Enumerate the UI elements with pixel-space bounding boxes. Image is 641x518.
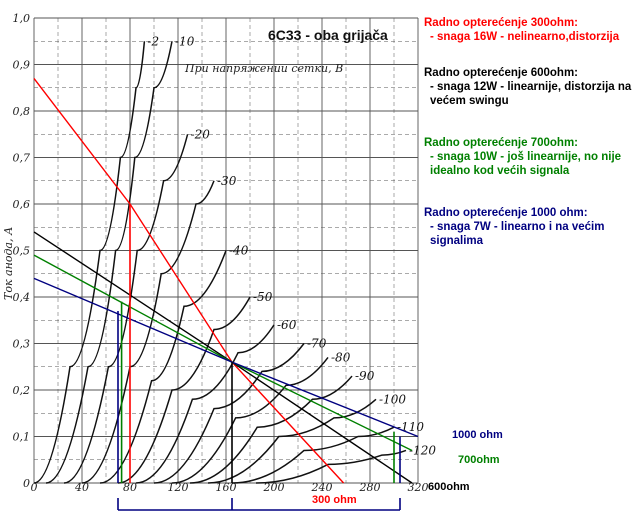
grid-curve xyxy=(189,375,353,484)
curve-label: -100 xyxy=(379,392,406,406)
y-tick-label: 0,4 xyxy=(13,291,31,304)
y-tick-label: 0,7 xyxy=(13,152,31,165)
note-heading: Radno opterećenje 300ohm: xyxy=(424,17,579,29)
grid-curve xyxy=(255,449,407,484)
note-block: Radno opterećenje 700ohm: - snaga 10W - j… xyxy=(424,136,636,178)
y-tick-label: 0,3 xyxy=(13,338,31,351)
x-tick-label: 80 xyxy=(123,481,137,494)
series-label: 600ohm xyxy=(428,481,470,493)
grid-curve xyxy=(135,324,275,484)
note-block: Radno opterećenje 600ohm: - snaga 12W - l… xyxy=(424,66,636,108)
y-tick-label: 0,6 xyxy=(13,198,31,211)
curve-label: -90 xyxy=(355,369,375,383)
vertical-markers xyxy=(117,204,401,511)
note-body: - snaga 7W - linearno i na većim signali… xyxy=(430,221,605,247)
note-body: - snaga 10W - još linearnije, no nije id… xyxy=(430,151,622,177)
chart-subtitle: При напряжении сетки, В xyxy=(184,62,343,75)
note-heading: Radno opterećenje 600ohm: xyxy=(424,67,579,79)
grid-curve xyxy=(171,356,329,484)
curve-labels: -2 -10 -20 -30 -40 -50 -60 -70 -80 -90 -100 -110 -12… xyxy=(147,34,436,457)
x-tick-label: 160 xyxy=(216,481,237,494)
note-body: - snaga 12W - linearnije, distorzija na … xyxy=(430,81,632,107)
curve-label: -60 xyxy=(277,318,297,332)
y-axis-label: Ток анода, А xyxy=(2,227,15,300)
note-heading: Radno opterećenje 700ohm: xyxy=(424,137,579,149)
tick-labels: 0 40 80 120 160 200 240 280 320 0 0,1 0,2 0,3 0,4 0,5 0… xyxy=(13,12,429,494)
grid-curve xyxy=(33,41,146,484)
grid-curve xyxy=(231,426,395,484)
curve-label: -10 xyxy=(175,34,195,48)
curve-label: -2 xyxy=(147,34,159,48)
x-tick-label: 320 xyxy=(408,481,429,494)
series-label: 300 ohm xyxy=(312,494,357,506)
note-body: - snaga 16W - nelinearno,distorzija xyxy=(430,31,620,43)
series-label: 1000 ohm xyxy=(452,429,503,441)
curve-label: -50 xyxy=(253,290,273,304)
x-tick-label: 120 xyxy=(168,481,189,494)
curve-label: -80 xyxy=(331,350,351,364)
grid-curves xyxy=(33,41,407,484)
grid-curve xyxy=(153,343,305,484)
series-labels: 300 ohm 600ohm 700ohm 1000 ohm xyxy=(312,429,503,506)
note-block: Radno opterećenje 300ohm: - snaga 16W - n… xyxy=(424,16,636,44)
load-line xyxy=(33,78,345,484)
grid-curve xyxy=(117,296,251,484)
note-heading: Radno opterećenje 1000 ohm: xyxy=(424,207,588,219)
grid-curve xyxy=(81,180,215,484)
y-tick-label: 0 xyxy=(23,477,30,490)
x-tick-label: 200 xyxy=(263,481,285,494)
curve-label: -40 xyxy=(229,244,249,258)
curve-label: -30 xyxy=(217,174,237,188)
series-label: 700ohm xyxy=(458,454,500,466)
y-tick-label: 1,0 xyxy=(13,12,31,25)
y-tick-label: 0,1 xyxy=(13,431,31,444)
curve-label: -70 xyxy=(307,337,327,351)
curve-label: -120 xyxy=(409,443,436,457)
y-tick-label: 0,2 xyxy=(13,384,31,397)
x-tick-label: 280 xyxy=(359,481,381,494)
y-tick-label: 0,5 xyxy=(13,245,31,258)
chart-title: 6C33 - oba grijača xyxy=(268,27,388,43)
grid-curve xyxy=(207,398,377,484)
y-tick-label: 0,8 xyxy=(13,105,31,118)
grid-curve xyxy=(63,134,189,484)
x-tick-label: 0 xyxy=(31,481,38,494)
x-tick-label: 240 xyxy=(311,481,333,494)
y-tick-label: 0,9 xyxy=(13,59,31,72)
curve-label: -110 xyxy=(397,420,424,434)
load-line xyxy=(33,254,413,452)
note-block: Radno opterećenje 1000 ohm: - snaga 7W - … xyxy=(424,206,636,248)
grid-curve xyxy=(45,41,173,484)
x-tick-label: 40 xyxy=(74,481,89,494)
curve-label: -20 xyxy=(191,127,211,141)
